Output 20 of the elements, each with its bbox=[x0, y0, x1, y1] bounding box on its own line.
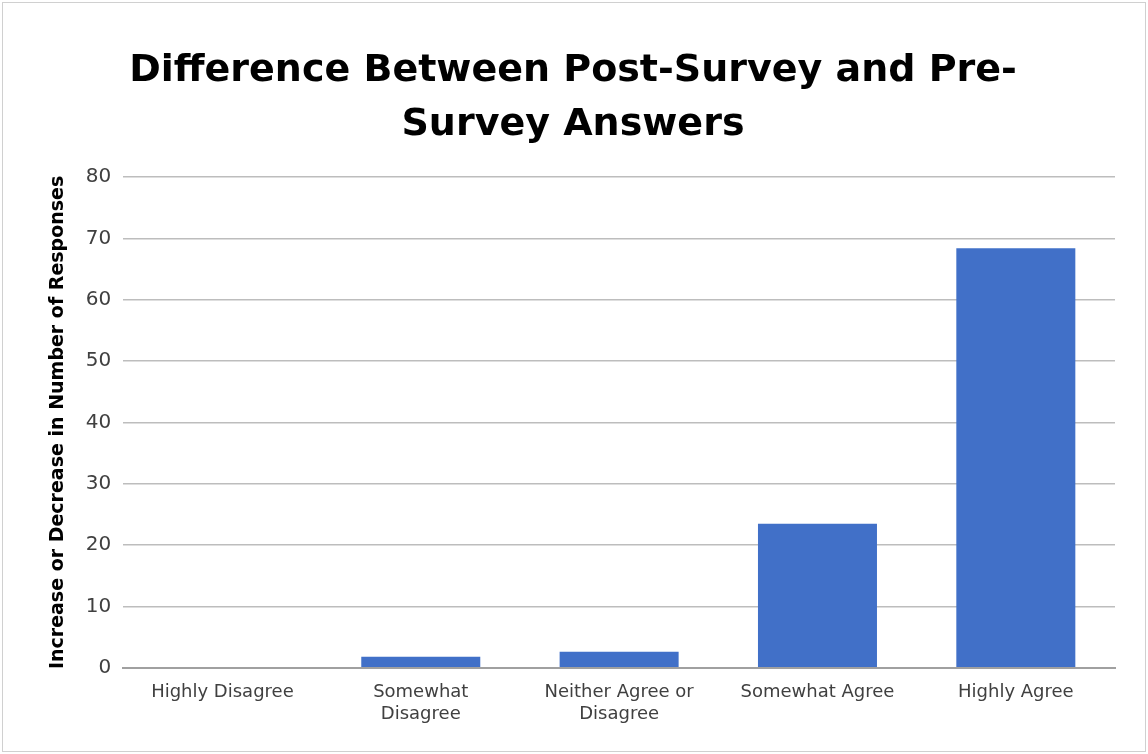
chart-title: Difference Between Post-Survey and Pre-Survey Answers bbox=[128, 45, 1018, 146]
y-tick-label: 30 bbox=[85, 469, 112, 494]
x-tick-label: Highly Disagree bbox=[151, 680, 294, 702]
y-axis-title: Increase or Decrease in Number of Responses bbox=[45, 175, 68, 670]
y-tick-label: 10 bbox=[85, 592, 112, 617]
y-tick-label: 40 bbox=[85, 408, 112, 433]
y-tick-label: 50 bbox=[85, 347, 112, 372]
bar bbox=[559, 651, 679, 668]
bar bbox=[956, 248, 1076, 668]
bar bbox=[361, 656, 481, 668]
x-tick-label: Somewhat Agree bbox=[740, 680, 895, 702]
y-tick-label: 20 bbox=[85, 531, 112, 556]
y-tick-label: 80 bbox=[85, 163, 112, 188]
x-tick-label: Somewhat Disagree bbox=[373, 680, 469, 723]
x-tick-label: Neither Agree or Disagree bbox=[544, 680, 695, 723]
y-tick-label: 70 bbox=[85, 224, 112, 249]
y-tick-label: 0 bbox=[98, 654, 112, 678]
bar bbox=[757, 523, 877, 668]
y-tick-label: 60 bbox=[85, 285, 112, 310]
x-tick-label: Highly Agree bbox=[958, 680, 1074, 702]
